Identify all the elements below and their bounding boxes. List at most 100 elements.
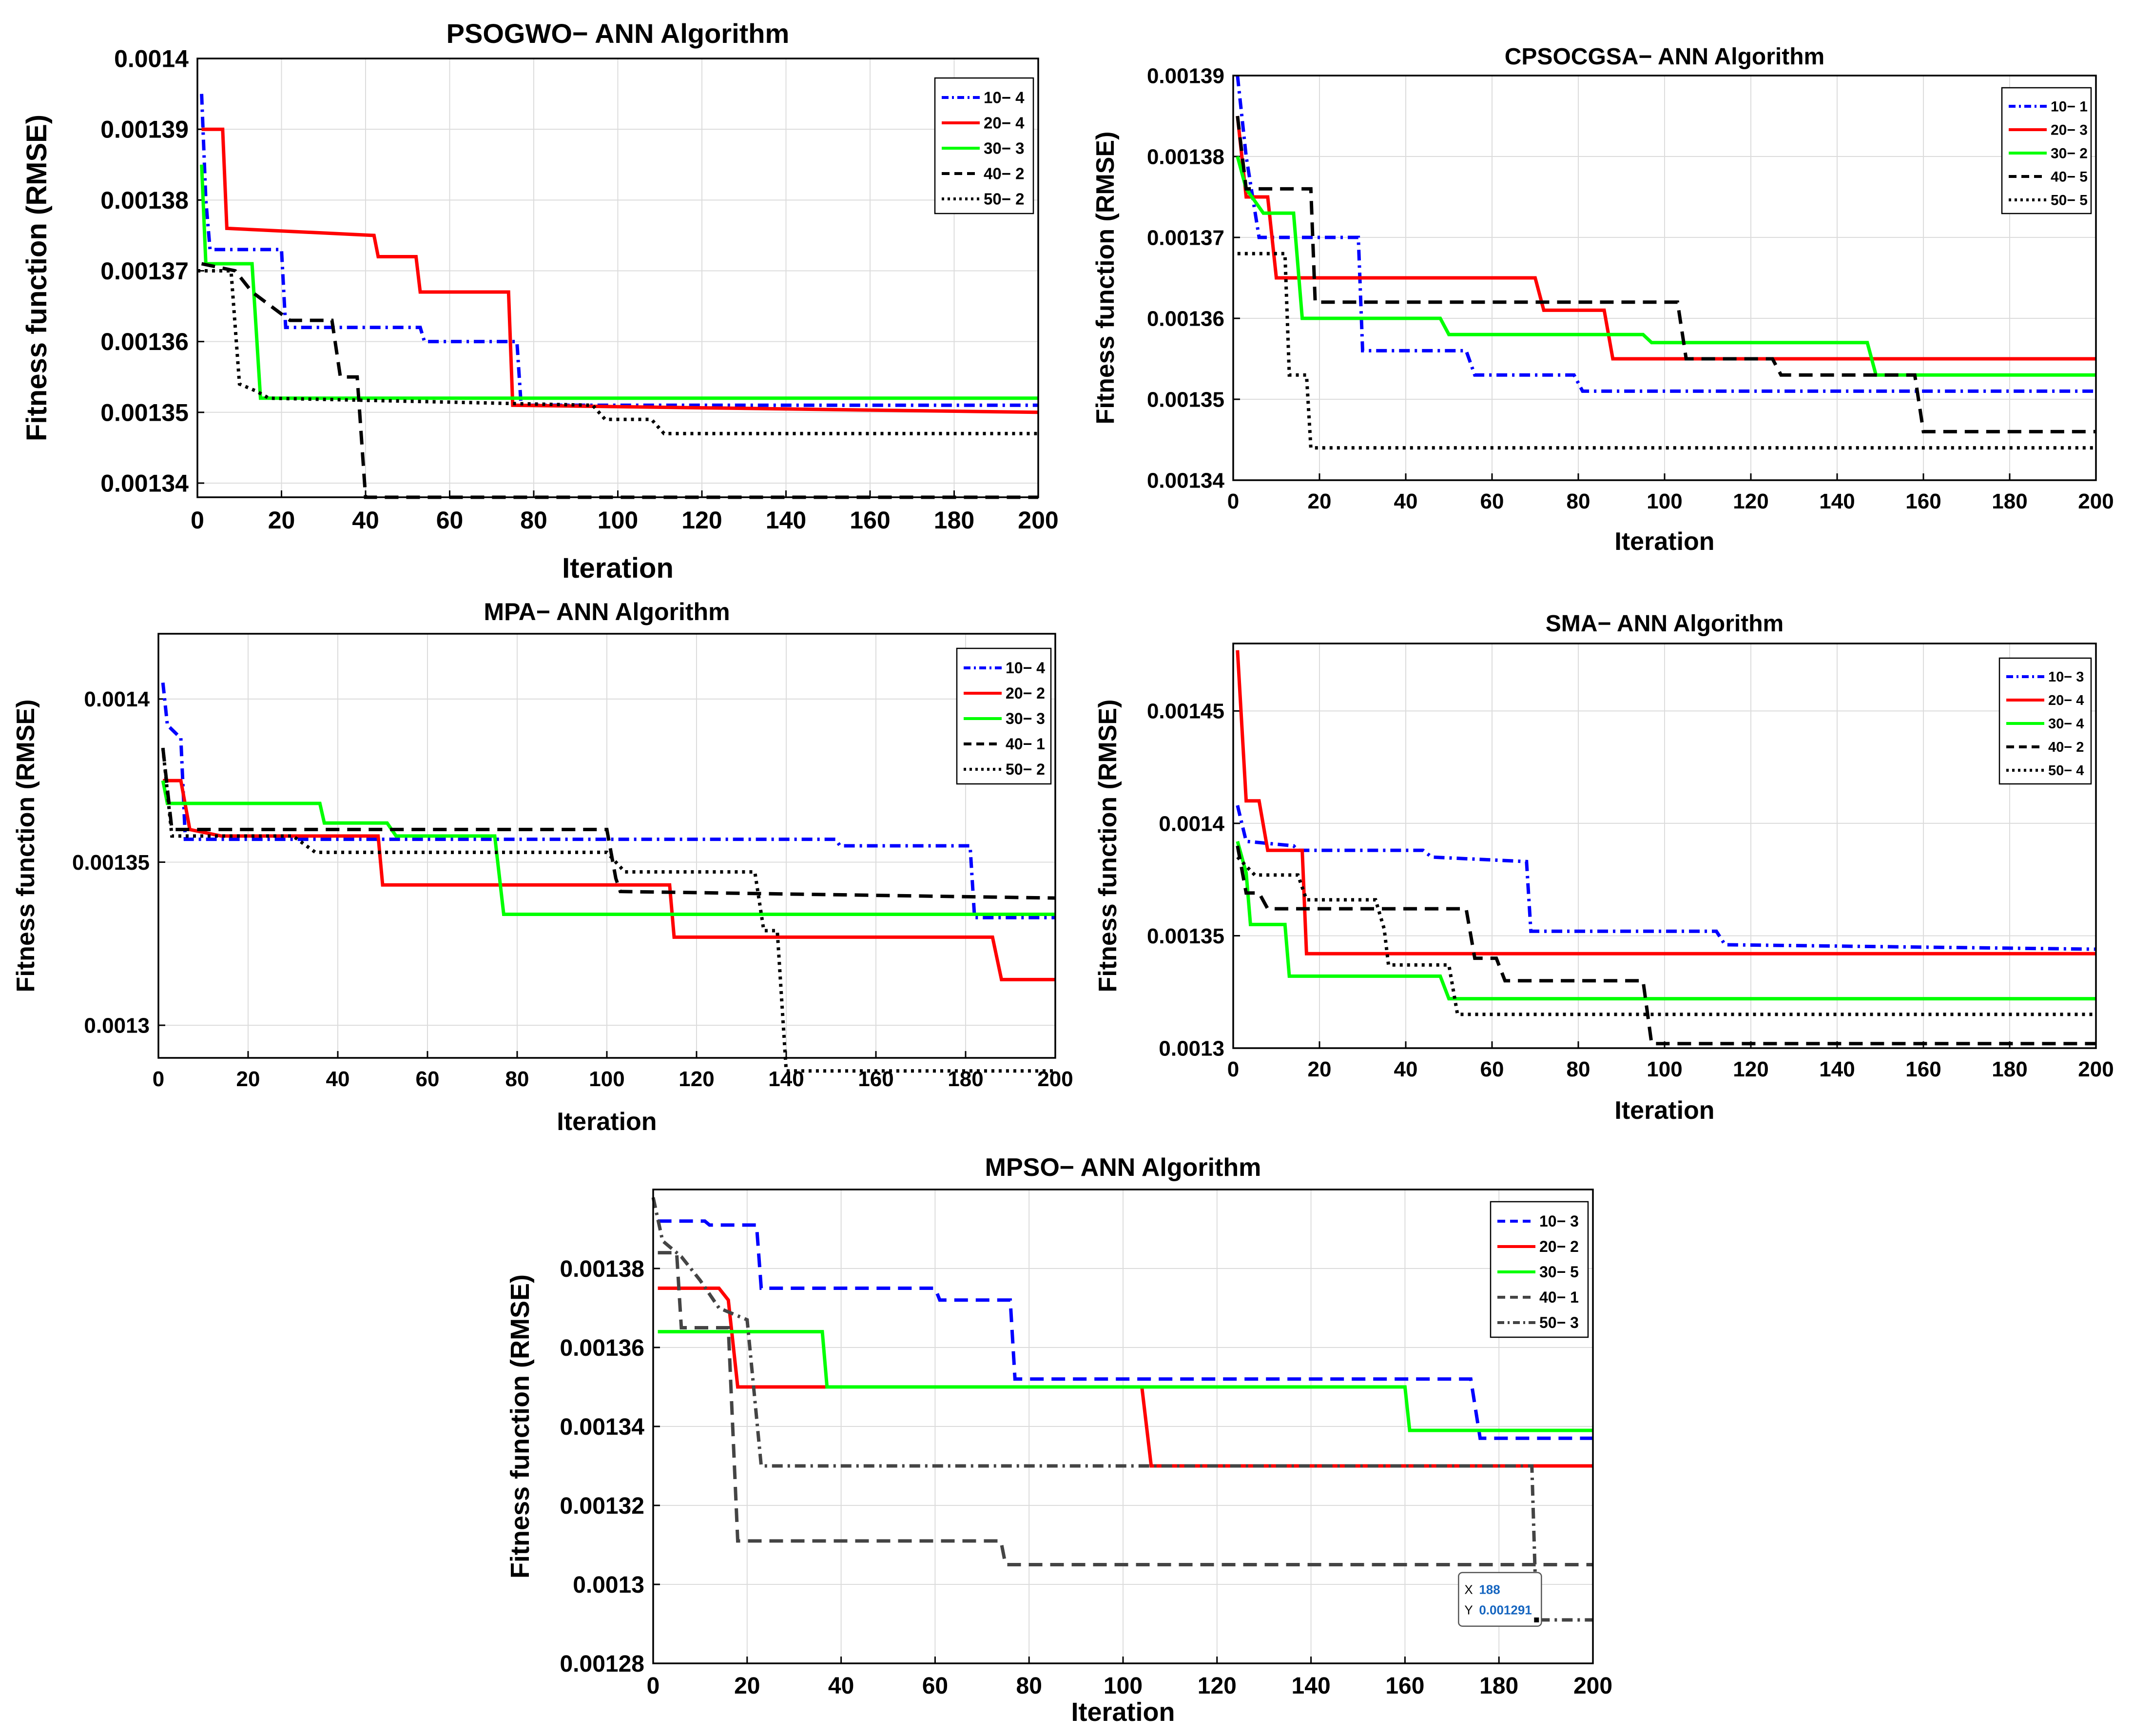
y-axis-label: Fitness function (RMSE) [1094,700,1122,993]
y-tick-label: 0.00145 [1147,700,1224,723]
x-tick-label: 180 [1992,1057,2027,1081]
x-tick-label: 40 [828,1673,854,1699]
y-tick-label: 0.00136 [100,328,189,355]
series-line-50-2 [161,747,1055,1073]
datatip-y-value: 0.001291 [1479,1603,1532,1618]
x-tick-label: 200 [1018,507,1058,534]
x-tick-label: 40 [1394,489,1418,513]
series-line-20-2 [163,779,1055,981]
x-tick-label: 140 [1292,1673,1331,1699]
x-tick-label: 20 [236,1067,260,1091]
x-tick-label: 0 [1227,489,1239,513]
x-tick-label: 180 [934,507,974,534]
x-tick-label: 120 [679,1067,714,1091]
legend-label: 40− 1 [1539,1288,1579,1306]
y-tick-label: 0.0013 [573,1572,644,1598]
y-tick-label: 0.0013 [84,1014,150,1037]
x-tick-label: 200 [2078,1057,2114,1081]
y-tick-label: 0.00134 [1147,468,1225,492]
axes-box [157,633,1056,1059]
x-tick-label: 160 [1385,1673,1424,1699]
series-line-10-3 [658,1219,1593,1440]
y-tick-label: 0.00135 [100,399,189,426]
x-tick-label: 140 [766,507,806,534]
series-line-30-3 [200,164,1038,400]
legend-box [1490,1201,1589,1338]
x-axis-label: Iteration [562,552,674,584]
legend-label: 40− 1 [1006,735,1045,753]
legend-label: 20− 4 [984,114,1025,132]
legend-label: 50− 3 [1539,1314,1579,1331]
x-tick-label: 60 [436,507,464,534]
legend: 10− 4 20− 2 30− 3 40− 1 50− 2 [956,647,1052,785]
y-tick-label: 0.0014 [1159,812,1224,836]
legend-box [956,647,1052,785]
legend-label: 20− 2 [1006,684,1045,702]
x-tick-label: 100 [1647,1057,1682,1081]
x-tick-label: 160 [1905,489,1941,513]
y-tick-label: 0.0014 [84,687,150,711]
legend-label: 10− 3 [1539,1212,1579,1230]
x-tick-label: 100 [598,507,638,534]
y-tick-label: 0.00138 [560,1256,644,1282]
legend: 10− 1 20− 3 30− 2 40− 5 50− 5 [2001,87,2092,215]
x-tick-label: 40 [352,507,379,534]
series-line-40-1 [658,1251,1593,1566]
y-tick-label: 0.00135 [1147,388,1224,411]
x-tick-label: 100 [1647,489,1682,513]
x-tick-label: 180 [1992,489,2027,513]
x-tick-label: 120 [1733,489,1768,513]
legend: 10− 4 20− 4 30− 3 40− 2 50− 2 [934,77,1034,215]
chart-title: CPSOCGSA− ANN Algorithm [1505,44,1824,70]
legend-label: 40− 2 [2048,740,2084,755]
x-axis-label: Iteration [1071,1697,1175,1727]
series-line-20-4 [201,127,1039,414]
series-line-10-4 [200,94,1038,407]
legend-label: 50− 5 [2051,193,2088,209]
x-tick-label: 0 [1227,1057,1239,1081]
y-axis-label: Fitness function (RMSE) [21,115,53,441]
axes-box [652,1189,1594,1664]
legend-label: 20− 2 [1539,1238,1579,1255]
y-tick-label: 0.00135 [72,851,150,875]
x-axis-label: Iteration [557,1108,657,1136]
x-tick-label: 0 [647,1673,660,1699]
datatip-y-label: Y [1464,1603,1473,1618]
y-tick-label: 0.00135 [1147,924,1224,948]
chart-panel-2: 0 20 40 60 80 100 120 140 160 180 200 0.00134 0.0013… [1091,44,2114,556]
y-tick-label: 0.00134 [560,1414,644,1440]
chart-panel-3: 0 20 40 60 80 100 120 140 160 180 2000.00130.00135… [12,598,1073,1136]
chart-title: MPSO− ANN Algorithm [985,1153,1261,1182]
legend-label: 30− 5 [1539,1263,1579,1281]
series-line-20-4 [1236,650,2096,956]
x-tick-label: 40 [326,1067,350,1091]
legend-label: 10− 1 [2051,99,2088,115]
chart-title: PSOGWO− ANN Algorithm [446,18,790,49]
y-tick-label: 0.0014 [114,45,189,73]
chart-panel-4: 0 20 40 60 80 100 120 140 160 180 200 0.0013 0.00135… [1094,611,2114,1125]
x-tick-label: 80 [505,1067,529,1091]
series-line-30-4 [1236,840,2096,1001]
chart-title: SMA− ANN Algorithm [1546,611,1784,637]
x-tick-label: 180 [1479,1673,1518,1699]
x-tick-label: 60 [1480,1057,1504,1081]
chart-title: MPA− ANN Algorithm [484,598,730,625]
chart-panel-5: 0 20 40 60 80 100 120 140 160 180 200 0.00128 0.0013… [505,1153,1612,1727]
datatip-x-label: X [1464,1582,1473,1597]
legend-box [1998,657,2092,785]
x-tick-label: 140 [1819,489,1855,513]
series-line-40-2 [1236,845,2096,1046]
x-tick-label: 60 [922,1673,948,1699]
y-axis-label: Fitness function (RMSE) [505,1274,535,1579]
legend-label: 30− 2 [2051,146,2088,162]
y-tick-label: 0.00137 [1147,226,1224,250]
x-tick-label: 120 [1198,1673,1237,1699]
y-axis-label: Fitness function (RMSE) [12,700,40,993]
y-tick-label: 0.00134 [100,469,189,497]
y-tick-label: 0.00136 [1147,307,1224,331]
x-tick-label: 0 [191,507,204,534]
x-tick-label: 140 [768,1067,804,1091]
axes-box [1232,643,2097,1049]
series-line-50-3 [651,1197,1593,1622]
